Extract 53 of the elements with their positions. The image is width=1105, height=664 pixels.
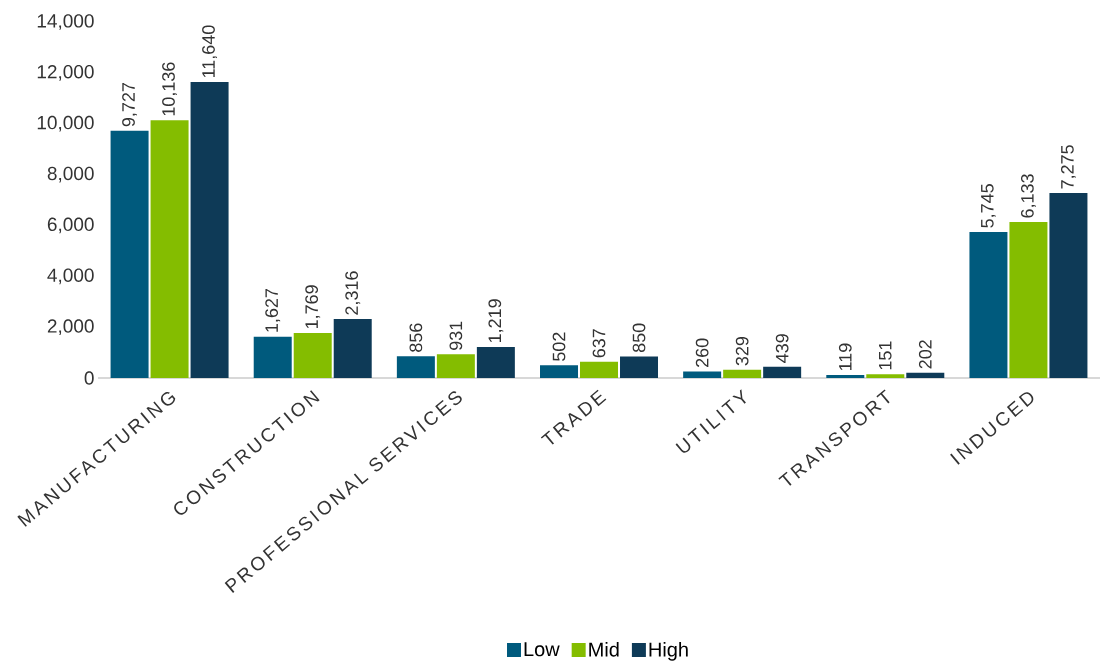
bar	[1009, 222, 1048, 378]
y-tick-label: 12,000	[37, 65, 94, 81]
bar	[620, 356, 659, 378]
data-label: 11,640	[202, 25, 218, 78]
data-label: 10,136	[162, 62, 178, 116]
data-label: 5,745	[981, 184, 996, 228]
bar	[396, 356, 435, 378]
data-label: 439	[775, 334, 789, 363]
bar	[683, 371, 722, 378]
bar	[150, 120, 189, 378]
y-tick-label: 6,000	[47, 217, 94, 234]
bar	[476, 347, 515, 378]
data-label: 329	[735, 336, 749, 366]
legend-label: Low	[524, 642, 560, 657]
bar	[436, 354, 475, 378]
data-label: 502	[552, 332, 566, 361]
data-label: 7,275	[1060, 145, 1076, 189]
y-tick-label: 14,000	[37, 14, 94, 30]
y-tick-label: 2,000	[47, 319, 94, 335]
bar	[763, 366, 802, 378]
data-label: 202	[918, 340, 932, 369]
bar	[580, 361, 619, 378]
bar	[293, 333, 332, 378]
data-label: 9,727	[122, 82, 138, 127]
bar	[110, 130, 149, 378]
data-label: 1,627	[265, 288, 281, 332]
bar	[969, 231, 1008, 378]
bar	[540, 365, 579, 378]
legend-label: Mid	[589, 641, 619, 657]
data-label: 850	[632, 323, 646, 353]
data-label: 1,219	[488, 299, 504, 343]
data-label: 856	[409, 323, 423, 352]
data-label: 260	[695, 338, 709, 367]
y-tick-label: 10,000	[37, 115, 94, 132]
data-label: 151	[879, 341, 892, 370]
y-tick-label: 8,000	[47, 166, 94, 183]
bar	[826, 374, 865, 378]
bar	[723, 369, 762, 378]
legend-label: High	[649, 641, 688, 661]
bar	[1049, 193, 1088, 378]
bar	[253, 336, 292, 378]
data-label: 119	[838, 343, 852, 371]
data-label: 637	[592, 329, 606, 358]
bar	[333, 319, 372, 378]
y-tick-label: 4,000	[47, 268, 94, 285]
bar	[866, 374, 905, 378]
data-label: 1,769	[305, 285, 321, 329]
y-tick-label: 0	[84, 371, 94, 385]
data-label: 931	[449, 321, 463, 350]
bar	[906, 372, 945, 378]
bar	[190, 82, 229, 378]
data-label: 2,316	[345, 271, 361, 315]
data-label: 6,133	[1020, 174, 1036, 218]
